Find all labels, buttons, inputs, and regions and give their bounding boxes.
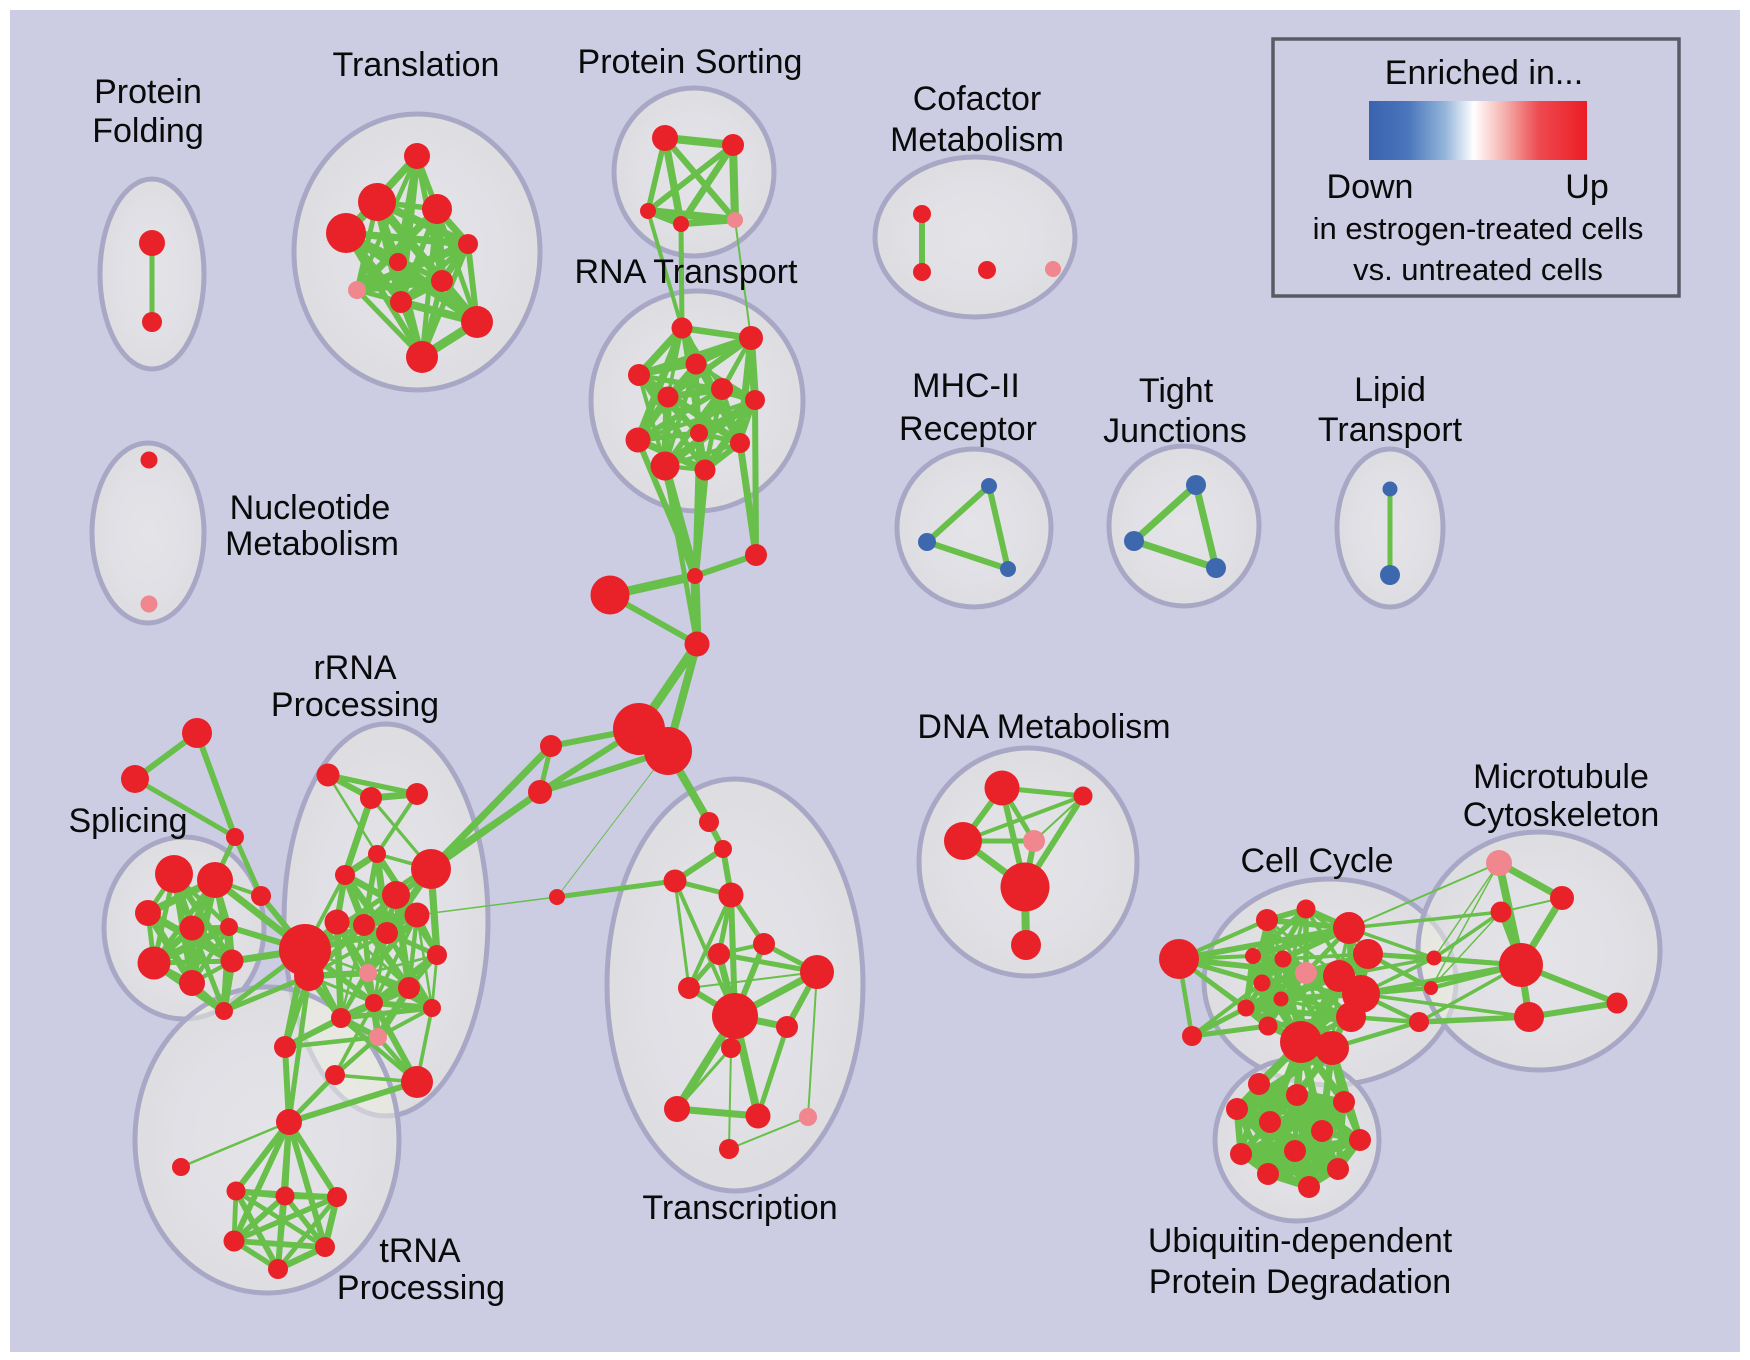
svg-text:Junctions: Junctions [1103, 412, 1247, 450]
svg-text:Processing: Processing [337, 1269, 505, 1307]
svg-text:Ubiquitin-dependent: Ubiquitin-dependent [1148, 1222, 1453, 1260]
svg-text:RNA Transport: RNA Transport [575, 253, 799, 291]
svg-text:Down: Down [1327, 168, 1414, 206]
svg-text:rRNA: rRNA [313, 649, 396, 687]
svg-text:Microtubule: Microtubule [1473, 758, 1649, 796]
svg-text:vs. untreated cells: vs. untreated cells [1353, 252, 1603, 287]
svg-text:Enriched in...: Enriched in... [1385, 54, 1583, 92]
svg-text:Processing: Processing [271, 686, 439, 724]
svg-text:Translation: Translation [333, 46, 500, 84]
svg-text:Tight: Tight [1139, 372, 1214, 410]
svg-text:Up: Up [1565, 168, 1608, 206]
svg-text:Transcription: Transcription [642, 1189, 837, 1227]
svg-text:in estrogen-treated cells: in estrogen-treated cells [1313, 211, 1644, 246]
svg-text:Cell Cycle: Cell Cycle [1240, 842, 1393, 880]
svg-text:Folding: Folding [92, 112, 204, 150]
svg-text:Protein Sorting: Protein Sorting [578, 43, 803, 81]
svg-text:DNA Metabolism: DNA Metabolism [917, 708, 1170, 746]
svg-text:Metabolism: Metabolism [890, 121, 1064, 159]
svg-text:Metabolism: Metabolism [225, 525, 399, 563]
svg-text:Protein Degradation: Protein Degradation [1149, 1263, 1451, 1301]
svg-text:tRNA: tRNA [379, 1232, 461, 1270]
svg-text:MHC-II: MHC-II [912, 367, 1020, 405]
svg-text:Protein: Protein [94, 73, 202, 111]
svg-text:Splicing: Splicing [68, 802, 187, 840]
svg-text:Receptor: Receptor [899, 410, 1037, 448]
svg-text:Cofactor: Cofactor [913, 80, 1042, 118]
svg-text:Cytoskeleton: Cytoskeleton [1463, 796, 1660, 834]
svg-text:Transport: Transport [1318, 411, 1463, 449]
svg-text:Lipid: Lipid [1354, 371, 1426, 409]
svg-text:Nucleotide: Nucleotide [230, 489, 391, 527]
